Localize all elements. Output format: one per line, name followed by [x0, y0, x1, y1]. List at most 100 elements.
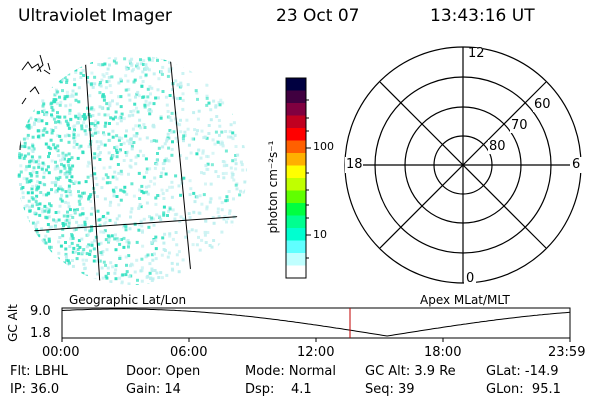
aurora-pixel: [45, 206, 49, 210]
aurora-pixel: [81, 207, 85, 210]
aurora-pixel: [40, 119, 44, 123]
aurora-pixel: [163, 232, 167, 236]
aurora-pixel: [49, 102, 53, 106]
aurora-pixel: [218, 196, 222, 200]
aurora-pixel: [192, 210, 196, 214]
aurora-pixel: [170, 267, 174, 271]
aurora-pixel: [127, 114, 131, 118]
aurora-pixel: [70, 241, 74, 245]
aurora-pixel: [109, 116, 113, 120]
aurora-pixel: [75, 257, 79, 261]
aurora-pixel: [132, 109, 136, 113]
aurora-pixel: [63, 76, 67, 80]
aurora-pixel: [102, 131, 105, 135]
aurora-pixel: [89, 199, 93, 203]
aurora-pixel: [108, 165, 112, 169]
aurora-pixel: [97, 145, 101, 148]
aurora-pixel: [21, 186, 25, 189]
aurora-pixel: [215, 115, 219, 118]
aurora-pixel: [223, 160, 227, 164]
aurora-pixel: [79, 71, 83, 75]
aurora-pixel: [85, 216, 89, 220]
aurora-pixel: [69, 117, 73, 121]
aurora-pixel: [27, 152, 31, 156]
aurora-pixel: [49, 245, 53, 249]
aurora-pixel: [112, 59, 116, 63]
aurora-pixel: [58, 175, 62, 179]
aurora-pixel: [17, 173, 21, 177]
aurora-pixel: [238, 193, 242, 197]
aurora-pixel: [140, 257, 144, 261]
aurora-pixel: [193, 200, 197, 204]
aurora-pixel: [181, 98, 185, 102]
aurora-pixel: [170, 153, 174, 157]
aurora-pixel: [22, 137, 26, 141]
aurora-pixel: [31, 142, 35, 146]
aurora-pixel: [232, 178, 236, 182]
aurora-pixel: [93, 127, 97, 131]
aurora-pixel: [220, 141, 224, 145]
aurora-pixel: [34, 225, 38, 229]
aurora-pixel: [124, 65, 128, 69]
globe-caption: Geographic Lat/Lon: [69, 293, 187, 307]
aurora-pixel: [93, 82, 97, 86]
aurora-pixel: [120, 172, 124, 176]
aurora-pixel: [86, 76, 90, 79]
aurora-pixel: [234, 183, 238, 187]
aurora-pixel: [118, 255, 122, 259]
colorbar-segment: [286, 165, 306, 179]
aurora-pixel: [106, 211, 110, 215]
aurora-pixel: [64, 247, 68, 251]
aurora-pixel: [186, 83, 190, 87]
aurora-pixel: [58, 95, 61, 99]
time-label: 13:43:16 UT: [430, 6, 535, 26]
aurora-pixel: [83, 116, 87, 120]
aurora-pixel: [78, 202, 82, 206]
info-glat: GLat: -14.9: [486, 364, 559, 379]
aurora-pixel: [104, 86, 108, 90]
aurora-pixel: [86, 80, 90, 84]
aurora-pixel: [212, 239, 216, 242]
aurora-pixel: [135, 64, 139, 68]
aurora-pixel: [77, 224, 81, 228]
aurora-pixel: [205, 207, 209, 211]
aurora-pixel: [133, 78, 137, 82]
aurora-pixel: [51, 108, 55, 112]
aurora-pixel: [130, 262, 133, 266]
aurora-pixel: [43, 209, 47, 213]
aurora-pixel: [30, 155, 34, 159]
aurora-pixel: [63, 172, 67, 176]
colorbar-segment: [286, 78, 306, 91]
aurora-pixel: [69, 193, 73, 197]
aurora-pixel: [45, 193, 48, 197]
aurora-pixel: [73, 77, 76, 81]
aurora-pixel: [156, 88, 160, 92]
aurora-pixel: [218, 133, 221, 137]
aurora-pixel: [67, 189, 71, 193]
aurora-pixel: [147, 56, 151, 60]
aurora-pixel: [115, 237, 119, 241]
aurora-pixel: [94, 119, 98, 123]
aurora-pixel: [107, 56, 111, 60]
aurora-pixel: [239, 160, 243, 164]
aurora-pixel: [140, 184, 144, 188]
aurora-pixel: [137, 171, 141, 175]
aurora-pixel: [81, 271, 85, 275]
aurora-pixel: [69, 237, 73, 241]
aurora-pixel: [54, 120, 57, 124]
aurora-pixel: [162, 211, 166, 215]
aurora-pixel: [54, 180, 58, 184]
aurora-pixel: [74, 92, 78, 96]
aurora-pixel: [168, 60, 171, 64]
aurora-pixel: [35, 194, 39, 198]
mlt-label-6: 6: [572, 157, 581, 172]
aurora-pixel: [77, 239, 81, 243]
aurora-pixel: [34, 222, 38, 226]
aurora-pixel: [150, 253, 154, 257]
aurora-pixel: [47, 171, 51, 175]
aurora-pixel: [64, 104, 68, 108]
aurora-pixel: [201, 151, 205, 155]
aurora-pixel: [195, 152, 199, 156]
aurora-pixel: [48, 202, 51, 206]
aurora-pixel: [119, 198, 123, 202]
